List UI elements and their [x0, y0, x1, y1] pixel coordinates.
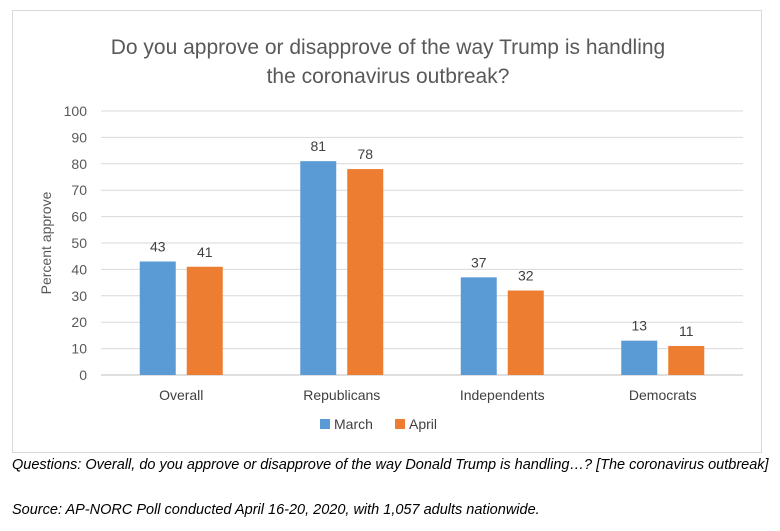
y-tick-label: 30: [71, 288, 87, 304]
bar-march: [621, 340, 658, 375]
y-tick-label: 10: [71, 341, 87, 357]
y-tick-label: 0: [79, 367, 87, 383]
data-label: 41: [197, 244, 213, 260]
data-label: 32: [518, 268, 534, 284]
bar-april: [347, 169, 384, 375]
y-tick-label: 70: [71, 182, 87, 198]
x-tick-label: Overall: [159, 387, 203, 403]
source-caption: Source: AP-NORC Poll conducted April 16-…: [12, 502, 540, 518]
chart-title: Do you approve or disapprove of the way …: [13, 33, 763, 91]
bar-april: [507, 290, 544, 375]
data-label: 11: [679, 323, 694, 339]
y-tick-label: 20: [71, 314, 87, 330]
bar-march: [139, 261, 176, 375]
y-tick-label: 80: [71, 156, 87, 172]
legend-swatch-april: [395, 419, 405, 429]
data-label: 13: [631, 318, 647, 334]
y-tick-label: 40: [71, 261, 87, 277]
x-tick-label: Independents: [460, 387, 545, 403]
bar-chart: 0 10 20 30 40 50 60 70 80 90 100 Percent approve 43 4…: [38, 103, 743, 432]
y-tick-label: 100: [64, 103, 88, 119]
y-tick-label: 60: [71, 209, 87, 225]
bar-april: [668, 345, 705, 375]
x-tick-label: Republicans: [303, 387, 380, 403]
data-label: 37: [471, 254, 487, 270]
chart-frame: Do you approve or disapprove of the way …: [12, 10, 762, 453]
legend-swatch-march: [320, 419, 330, 429]
x-tick-label: Democrats: [629, 387, 697, 403]
bar-april: [186, 266, 223, 375]
chart-title-line-1: Do you approve or disapprove of the way …: [110, 36, 666, 59]
data-label: 43: [150, 238, 166, 254]
legend-label-april: April: [409, 416, 437, 432]
y-tick-label: 50: [71, 235, 87, 251]
y-tick-label: 90: [71, 129, 87, 145]
data-label: 78: [357, 146, 373, 162]
questions-caption: Questions: Overall, do you approve or di…: [12, 457, 769, 473]
legend-label-march: March: [334, 416, 373, 432]
data-label: 81: [310, 138, 326, 154]
y-axis-label: Percent approve: [38, 191, 54, 294]
bar-march: [460, 277, 497, 375]
bar-march: [300, 161, 337, 375]
chart-title-line-2: the coronavirus outbreak?: [266, 65, 510, 88]
